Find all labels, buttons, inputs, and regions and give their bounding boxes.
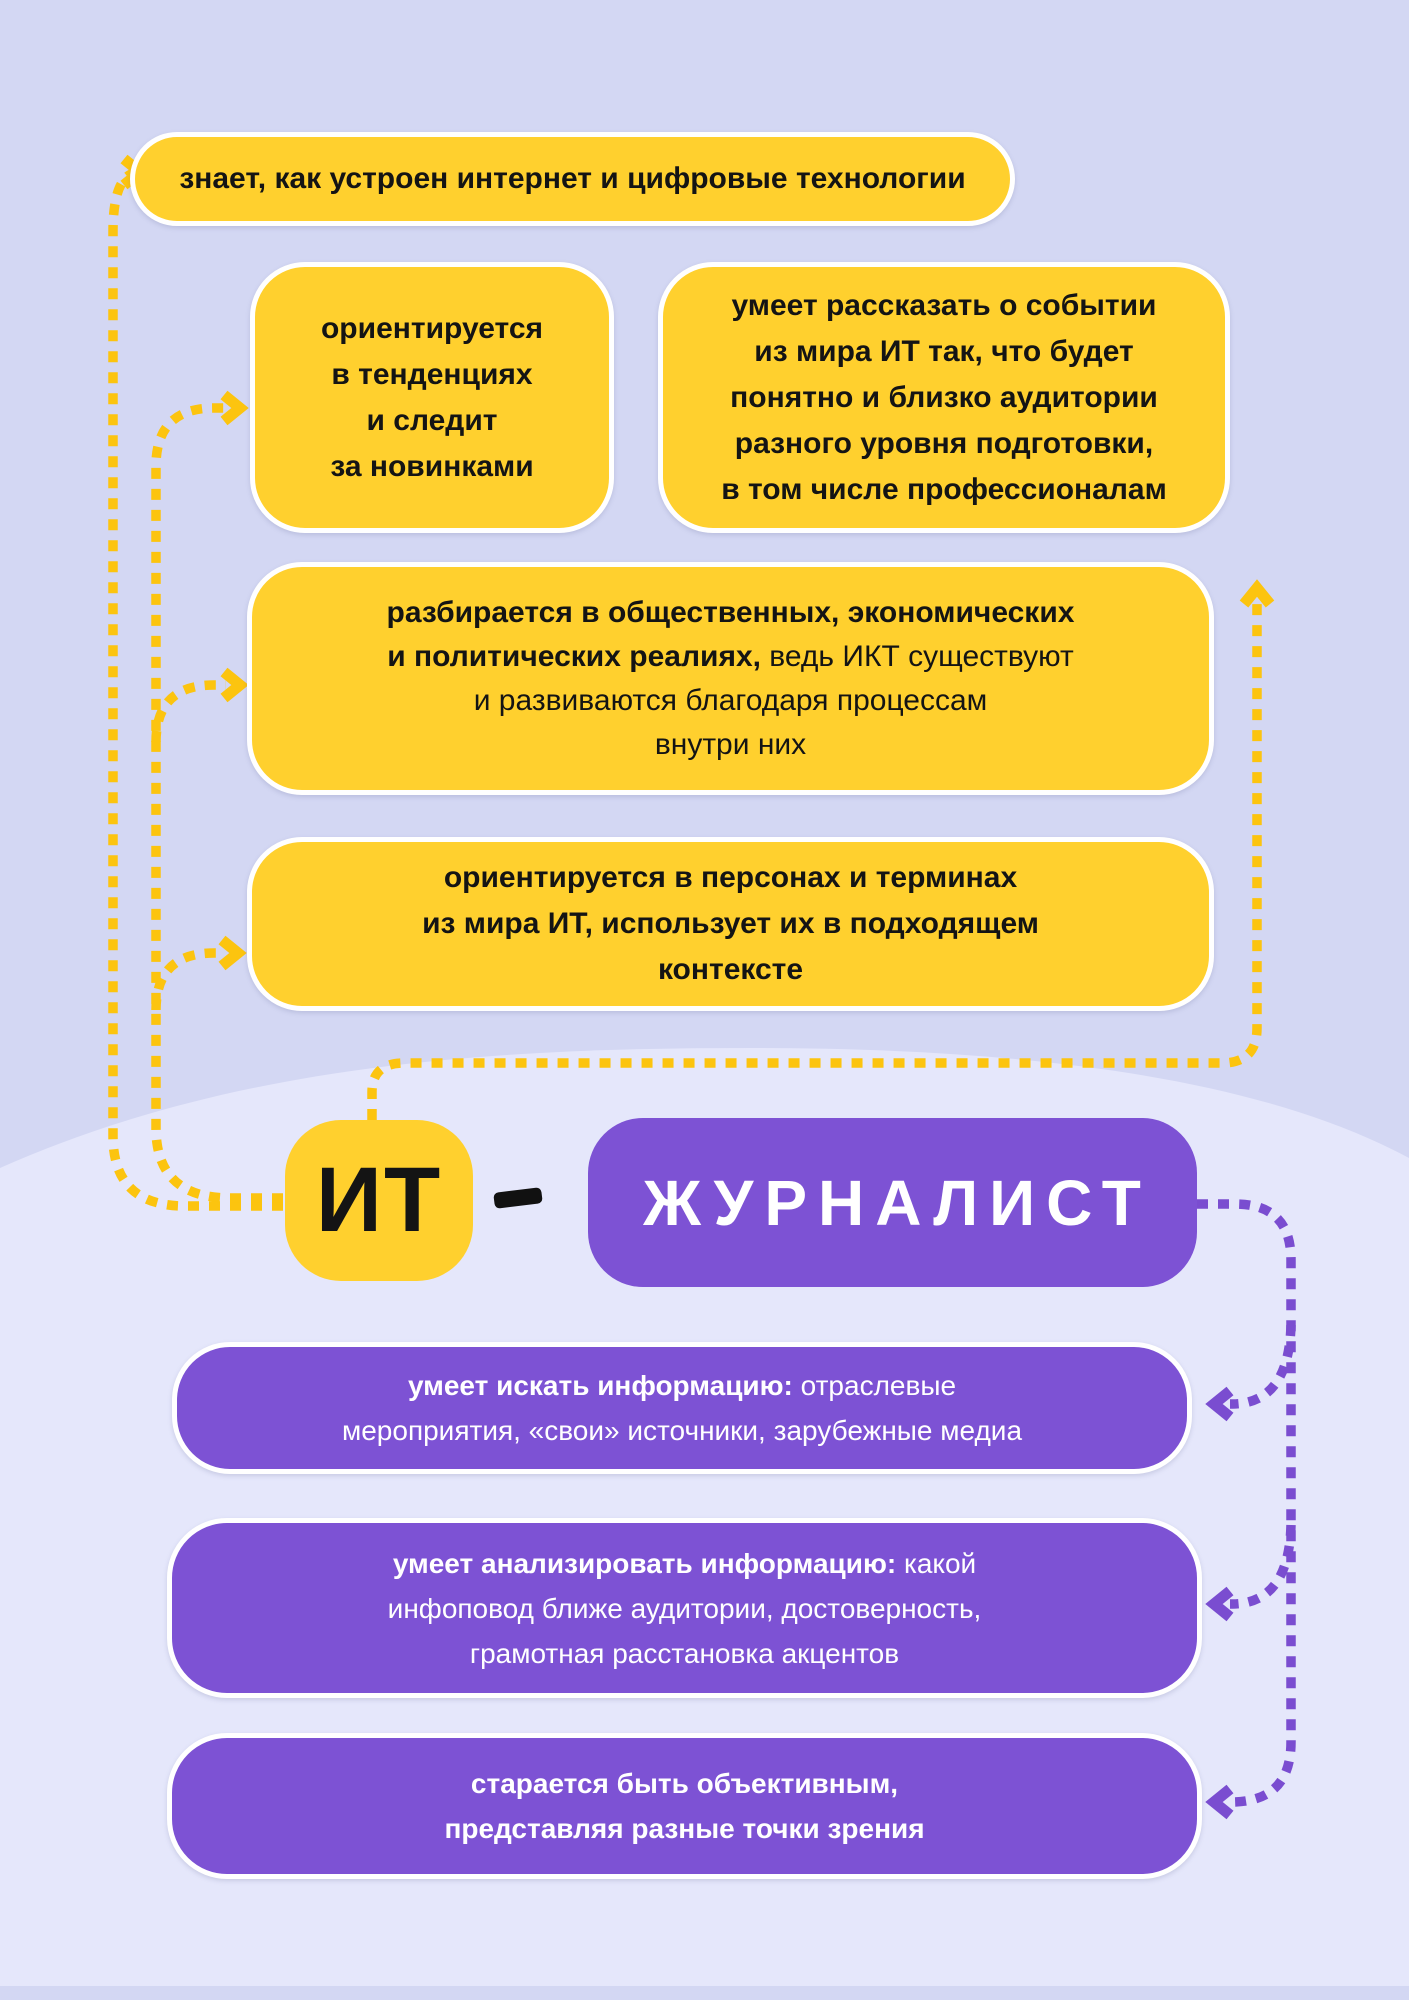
skill-box-search-info: умеет искать информацию: отраслевые меро…	[172, 1342, 1192, 1474]
arrow-into-box2	[220, 390, 249, 426]
analyze-info-rest: какой	[896, 1547, 977, 1579]
skill-box-realities-line2-bold: и политических реалиях,	[387, 639, 761, 673]
connector-it-to-box4	[151, 948, 222, 1011]
arrow-into-pbox3	[1205, 1784, 1234, 1820]
skill-box-realities-line3: и развиваются благодаря процессам	[473, 683, 988, 717]
arrow-into-box2r	[1239, 579, 1275, 608]
analyze-info-bold: умеет анализировать информацию:	[392, 1547, 897, 1579]
skill-box-realities-line4: внутри них	[654, 727, 807, 761]
connector-it-to-box3	[151, 680, 226, 743]
title-journalist-text: ЖУРНАЛИСТ	[643, 1166, 1152, 1239]
skill-box-objectivity: старается быть объективным, представляя …	[167, 1733, 1202, 1879]
skill-box-analyze-info: умеет анализировать информацию: какой ин…	[167, 1518, 1202, 1698]
search-info-bold: умеет искать информацию:	[407, 1370, 793, 1401]
connector-branch-pbox2	[1230, 1524, 1296, 1609]
skill-box-internet-text: знает, как устроен интернет и цифровые т…	[179, 162, 966, 195]
skill-box-storytelling: умеет рассказать о событии из мира ИТ та…	[658, 262, 1230, 533]
skill-box-trends-text: ориентируется в тенденциях и следит за н…	[320, 311, 544, 483]
search-info-line2: мероприятия, «свои» источники, зарубежны…	[341, 1415, 1023, 1446]
arrow-into-box3	[220, 667, 249, 703]
objectivity-text: старается быть объективным, представляя …	[444, 1768, 925, 1844]
connector-branch-pbox1	[1230, 1324, 1296, 1409]
skill-box-internet: знает, как устроен интернет и цифровые т…	[130, 132, 1015, 226]
search-info-rest: отраслевые	[792, 1370, 957, 1401]
connector-journalist-stem	[1197, 1199, 1296, 1807]
analyze-info-line3: грамотная расстановка акцентов	[469, 1637, 900, 1669]
skill-box-realities-line1: разбирается в общественных, экономически…	[386, 595, 1075, 629]
skill-box-trends: ориентируется в тенденциях и следит за н…	[250, 262, 614, 533]
skill-box-realities-line2-rest: ведь ИКТ существуют	[760, 639, 1074, 673]
arrow-into-pbox1	[1205, 1386, 1234, 1422]
skill-box-realities: разбирается в общественных, экономически…	[247, 562, 1214, 795]
arrow-into-pbox2	[1205, 1586, 1234, 1622]
title-it-badge: ИТ	[285, 1120, 473, 1281]
title-journalist-badge: ЖУРНАЛИСТ	[588, 1118, 1197, 1287]
skill-box-storytelling-text: умеет рассказать о событии из мира ИТ та…	[721, 288, 1167, 506]
connector-it-to-box2	[151, 403, 283, 1203]
connector-it-to-box2r	[367, 600, 1262, 1120]
analyze-info-line2: инфоповод ближе аудитории, достоверность…	[387, 1592, 982, 1624]
skill-box-persons-terms-text: ориентируется в персонах и терминах из м…	[422, 861, 1039, 986]
arrow-into-box4	[218, 935, 247, 971]
skill-box-persons-terms: ориентируется в персонах и терминах из м…	[247, 837, 1214, 1011]
title-it-text: ИТ	[315, 1149, 443, 1251]
